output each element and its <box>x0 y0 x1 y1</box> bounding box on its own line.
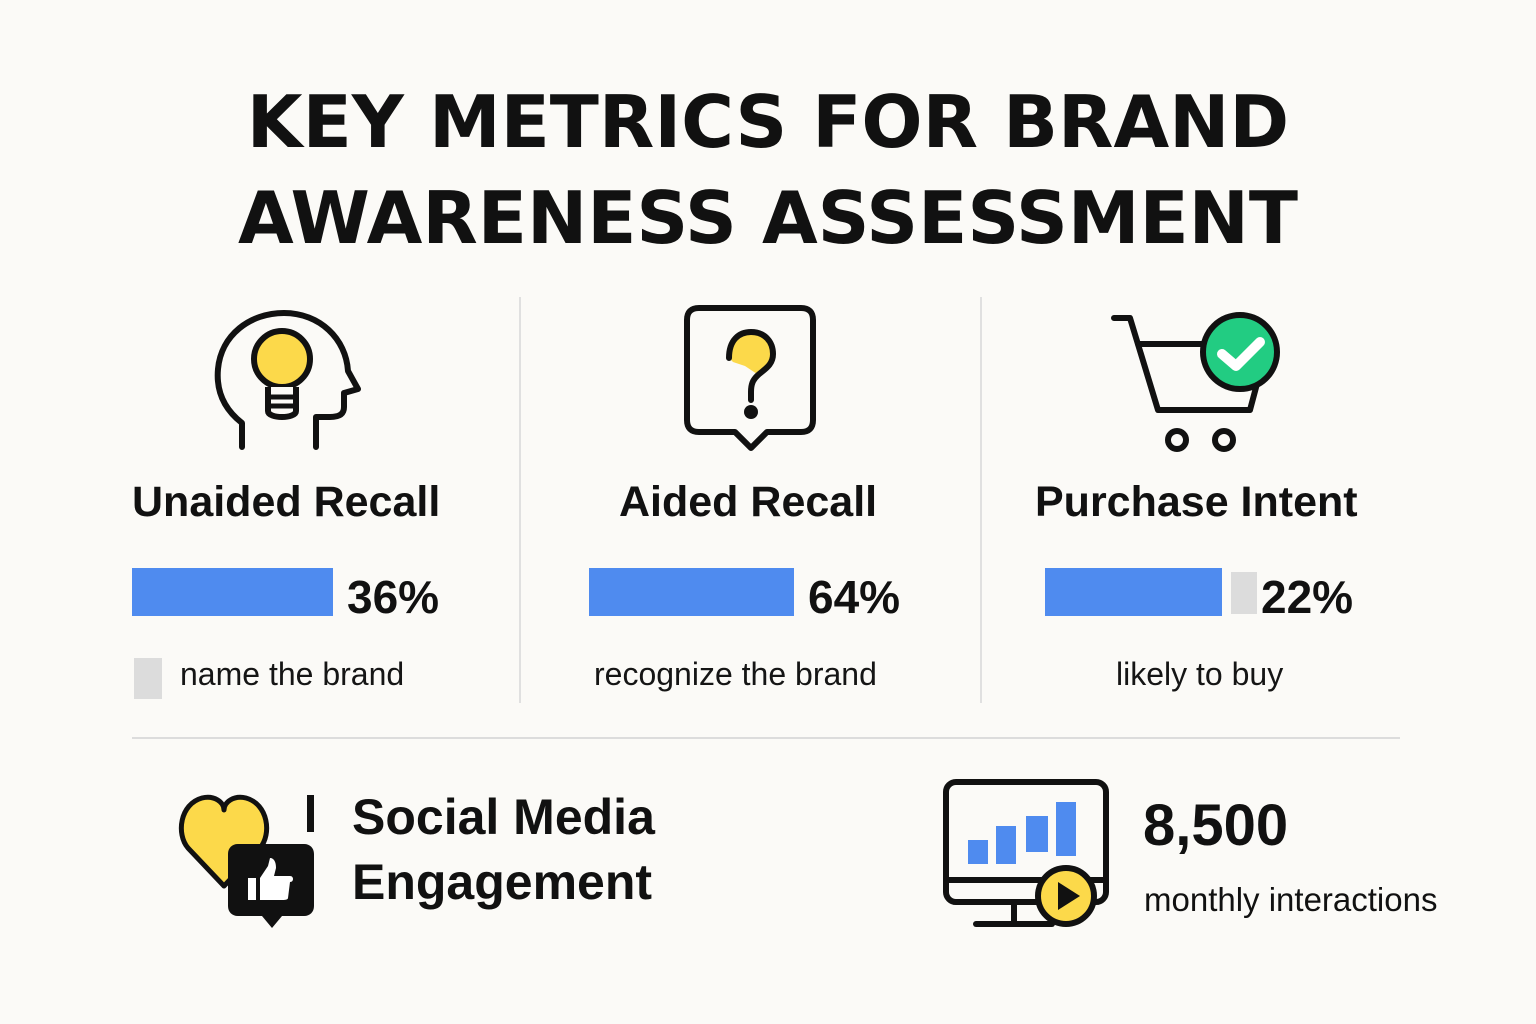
page-title-line-1: KEY METRICS FOR BRAND <box>246 80 1290 164</box>
interactions-caption: monthly interactions <box>1144 881 1438 918</box>
bar-purchase-intent <box>1045 568 1222 616</box>
page-title-line-2: AWARENESS ASSESSMENT <box>237 176 1299 260</box>
question-speech-bubble-icon <box>683 304 819 454</box>
interactions-value: 8,500 <box>1143 793 1289 858</box>
value-aided-recall: 64% <box>808 571 901 623</box>
bar-remainder-stub <box>1231 572 1257 614</box>
bar-aided-recall <box>589 568 794 616</box>
social-title-line-1: Social Media <box>352 789 655 845</box>
gray-marker <box>134 658 162 699</box>
caption-aided-recall: recognize the brand <box>594 656 877 692</box>
metric-label-purchase-intent: Purchase Intent <box>1035 478 1358 526</box>
head-lightbulb-icon <box>212 305 362 453</box>
social-media-engagement-title: Social Media Engagement <box>352 785 655 915</box>
metric-label-aided-recall: Aided Recall <box>619 478 878 526</box>
caption-purchase-intent: likely to buy <box>1116 656 1284 692</box>
heart-thumbs-up-icon <box>178 790 318 932</box>
column-divider-1 <box>519 297 521 703</box>
section-divider <box>132 737 1400 739</box>
monitor-chart-play-icon <box>942 778 1112 930</box>
separator-bar <box>307 795 314 832</box>
bar-unaided-recall <box>132 568 333 616</box>
social-title-line-2: Engagement <box>352 854 653 910</box>
metric-label-unaided-recall: Unaided Recall <box>132 478 441 526</box>
shopping-cart-check-icon <box>1108 310 1284 456</box>
value-unaided-recall: 36% <box>347 571 440 623</box>
caption-unaided-recall: name the brand <box>180 656 405 692</box>
value-purchase-intent: 22% <box>1261 571 1354 623</box>
column-divider-2 <box>980 297 982 703</box>
